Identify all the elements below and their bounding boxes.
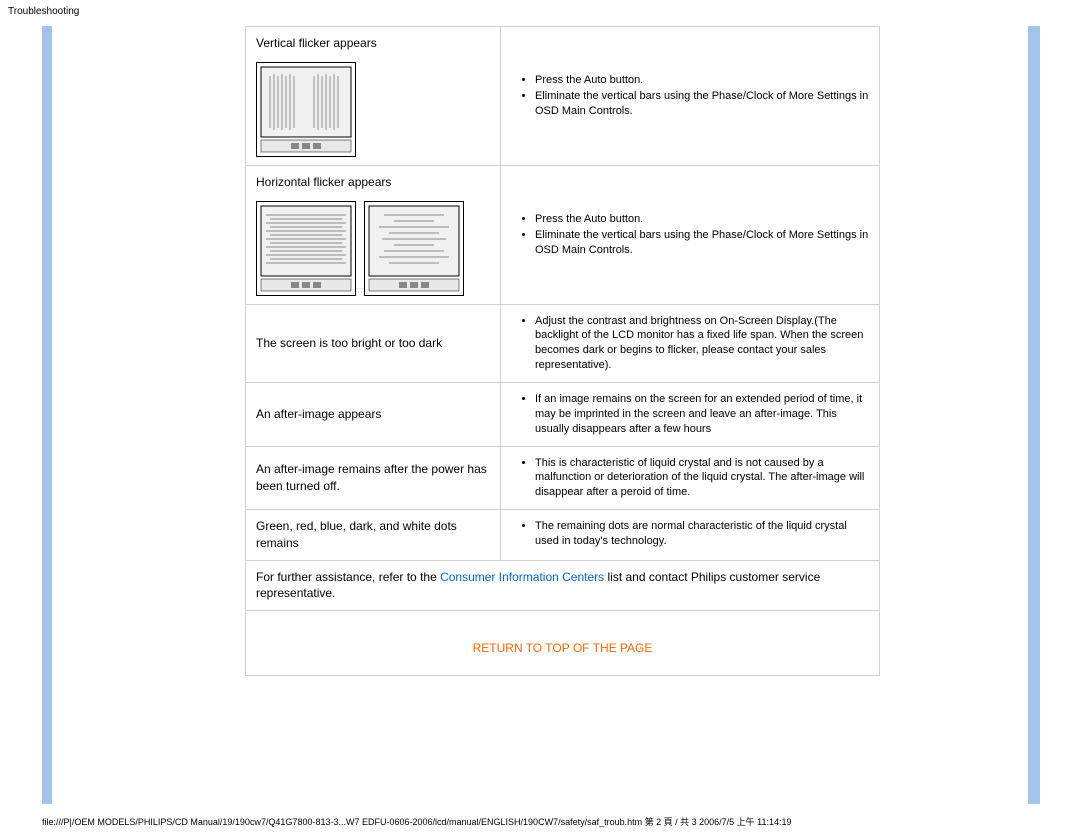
solution-list: Adjust the contrast and brightness on On…: [511, 314, 869, 373]
solution-list: This is characteristic of liquid crystal…: [511, 456, 869, 501]
page-header-title: Troubleshooting: [0, 0, 1080, 19]
table-row: The screen is too bright or too dark Adj…: [246, 304, 880, 382]
table-row: An after-image appears If an image remai…: [246, 382, 880, 446]
problem-text: An after-image appears: [256, 406, 490, 423]
consumer-info-link[interactable]: Consumer Information Centers: [440, 570, 604, 584]
sidebar-left-stripe: [42, 26, 52, 804]
solution-item: Eliminate the vertical bars using the Ph…: [535, 228, 869, 258]
solution-list: Press the Auto button. Eliminate the ver…: [511, 73, 869, 119]
footer-note: For further assistance, refer to the Con…: [245, 561, 880, 612]
problem-cell: An after-image remains after the power h…: [246, 446, 501, 510]
problem-cell: The screen is too bright or too dark: [246, 304, 501, 382]
problem-text: The screen is too bright or too dark: [256, 335, 490, 352]
table-row: Horizontal flicker appears: [246, 165, 880, 304]
problem-cell: Horizontal flicker appears: [246, 165, 501, 304]
sidebar-right-stripe: [1028, 26, 1040, 804]
solution-list: If an image remains on the screen for an…: [511, 392, 869, 437]
solution-cell: This is characteristic of liquid crystal…: [501, 446, 880, 510]
horizontal-flicker-illustration: [256, 201, 490, 296]
problem-cell: An after-image appears: [246, 382, 501, 446]
solution-item: Press the Auto button.: [535, 212, 869, 227]
solution-item: The remaining dots are normal characteri…: [535, 519, 869, 549]
solution-item: This is characteristic of liquid crystal…: [535, 456, 869, 501]
problem-text: Horizontal flicker appears: [256, 174, 490, 191]
table-row: An after-image remains after the power h…: [246, 446, 880, 510]
return-link-container: RETURN TO TOP OF THE PAGE: [245, 611, 880, 676]
problem-text: Green, red, blue, dark, and white dots r…: [256, 518, 490, 552]
solution-cell: If an image remains on the screen for an…: [501, 382, 880, 446]
vertical-flicker-illustration: [256, 62, 490, 157]
return-to-top-link[interactable]: RETURN TO TOP OF THE PAGE: [473, 641, 653, 655]
problem-text: An after-image remains after the power h…: [256, 461, 490, 495]
solution-list: Press the Auto button. Eliminate the ver…: [511, 212, 869, 258]
solution-cell: Press the Auto button. Eliminate the ver…: [501, 27, 880, 166]
problem-cell: Green, red, blue, dark, and white dots r…: [246, 510, 501, 561]
solution-item: Press the Auto button.: [535, 73, 869, 88]
solution-item: Adjust the contrast and brightness on On…: [535, 314, 869, 373]
solution-cell: Adjust the contrast and brightness on On…: [501, 304, 880, 382]
solution-cell: The remaining dots are normal characteri…: [501, 510, 880, 561]
problem-cell: Vertical flicker appears: [246, 27, 501, 166]
solution-item: Eliminate the vertical bars using the Ph…: [535, 89, 869, 119]
solution-item: If an image remains on the screen for an…: [535, 392, 869, 437]
content-area: Vertical flicker appears: [245, 26, 880, 676]
solution-list: The remaining dots are normal characteri…: [511, 519, 869, 549]
file-path-footer: file:///P|/OEM MODELS/PHILIPS/CD Manual/…: [42, 815, 792, 828]
troubleshooting-table: Vertical flicker appears: [245, 26, 880, 561]
solution-cell: Press the Auto button. Eliminate the ver…: [501, 165, 880, 304]
problem-text: Vertical flicker appears: [256, 35, 490, 52]
table-row: Green, red, blue, dark, and white dots r…: [246, 510, 880, 561]
footer-prefix: For further assistance, refer to the: [256, 570, 440, 584]
table-row: Vertical flicker appears: [246, 27, 880, 166]
